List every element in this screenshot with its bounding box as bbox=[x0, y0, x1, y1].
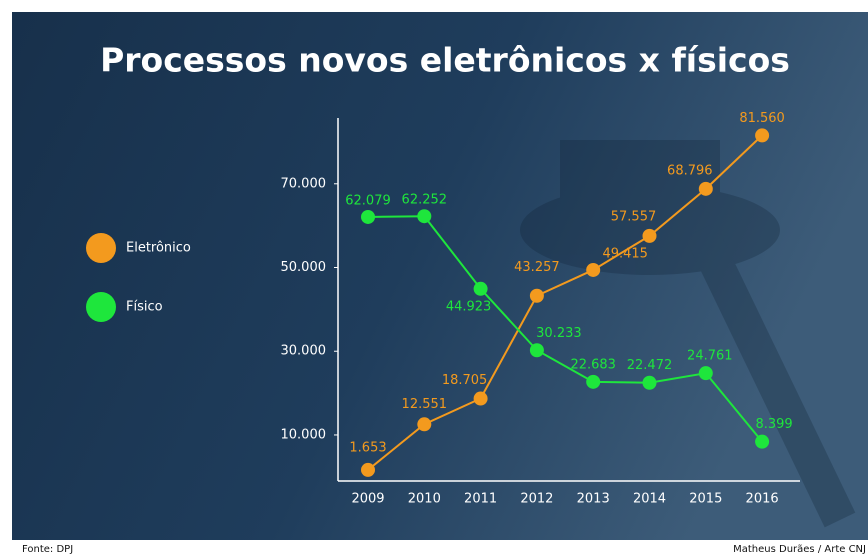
data-label: 22.472 bbox=[627, 358, 673, 373]
x-tick-label: 2012 bbox=[520, 492, 553, 507]
point bbox=[530, 343, 544, 357]
point bbox=[361, 463, 375, 477]
point bbox=[417, 209, 431, 223]
data-label: 24.761 bbox=[687, 349, 733, 364]
point bbox=[586, 263, 600, 277]
point bbox=[530, 289, 544, 303]
data-label: 57.557 bbox=[611, 209, 657, 224]
point bbox=[643, 229, 657, 243]
point bbox=[755, 128, 769, 142]
y-tick-label: 70.000 bbox=[281, 176, 327, 191]
x-tick-label: 2009 bbox=[351, 492, 384, 507]
data-label: 43.257 bbox=[514, 260, 560, 275]
source: Fonte: DPJ bbox=[22, 544, 73, 555]
point bbox=[474, 282, 488, 296]
point bbox=[755, 435, 769, 449]
data-label: 62.079 bbox=[345, 193, 391, 208]
x-tick-label: 2010 bbox=[408, 492, 441, 507]
data-label: 49.415 bbox=[602, 246, 648, 261]
legend-label: Eletrônico bbox=[126, 241, 191, 256]
data-label: 81.560 bbox=[739, 111, 785, 126]
x-tick-label: 2015 bbox=[689, 492, 722, 507]
x-tick-label: 2011 bbox=[464, 492, 497, 507]
y-tick-label: 30.000 bbox=[281, 344, 327, 359]
chart-title: Processos novos eletrônicos x físicos bbox=[100, 41, 790, 80]
point bbox=[699, 182, 713, 196]
data-label: 18.705 bbox=[442, 373, 488, 388]
point bbox=[643, 376, 657, 390]
data-label: 62.252 bbox=[402, 193, 448, 208]
legend-marker bbox=[86, 292, 116, 322]
x-tick-label: 2016 bbox=[746, 492, 779, 507]
legend-marker bbox=[86, 233, 116, 263]
point bbox=[417, 417, 431, 431]
data-label: 12.551 bbox=[402, 397, 448, 412]
chart: Processos novos eletrônicos x físicos Fo… bbox=[0, 0, 868, 555]
legend-label: Físico bbox=[126, 300, 163, 315]
data-label: 22.683 bbox=[570, 357, 616, 372]
point bbox=[361, 210, 375, 224]
x-tick-label: 2013 bbox=[577, 492, 610, 507]
point bbox=[586, 375, 600, 389]
point bbox=[474, 392, 488, 406]
credit: Matheus Durães / Arte CNJ bbox=[733, 544, 866, 555]
data-label: 8.399 bbox=[755, 417, 792, 432]
point bbox=[699, 366, 713, 380]
data-label: 68.796 bbox=[667, 163, 713, 178]
x-tick-label: 2014 bbox=[633, 492, 666, 507]
y-tick-label: 10.000 bbox=[281, 427, 327, 442]
page: {"chart_data": {"type": "line", "title":… bbox=[0, 0, 868, 555]
data-label: 44.923 bbox=[446, 299, 492, 314]
y-tick-label: 50.000 bbox=[281, 260, 327, 275]
data-label: 30.233 bbox=[536, 326, 582, 341]
data-label: 1.653 bbox=[349, 440, 386, 455]
